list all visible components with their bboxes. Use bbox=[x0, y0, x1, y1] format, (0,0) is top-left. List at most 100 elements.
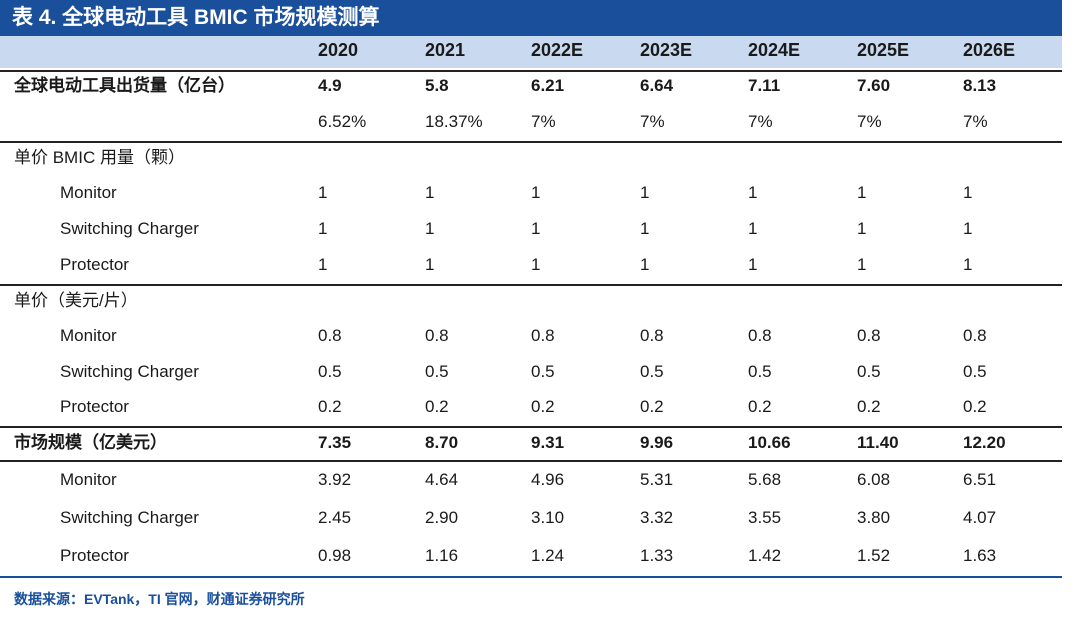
divider bbox=[0, 70, 1062, 72]
table-cell: 7.60 bbox=[857, 76, 891, 95]
table-cell: 0.8 bbox=[748, 326, 772, 345]
row-label: Protector bbox=[60, 546, 129, 565]
table-cell: 1 bbox=[963, 255, 973, 274]
table-cell: 7% bbox=[748, 112, 773, 131]
table-row: Monitor 3.92 4.64 4.96 5.31 5.68 6.08 6.… bbox=[0, 462, 1062, 498]
table-cell: 1 bbox=[963, 183, 973, 202]
table-cell: 0.8 bbox=[963, 326, 987, 345]
table-cell: 0.2 bbox=[963, 397, 987, 416]
row-label: Switching Charger bbox=[60, 362, 199, 381]
table-row: Monitor 1 1 1 1 1 1 1 bbox=[0, 175, 1062, 211]
header-year: 2020 bbox=[318, 40, 359, 60]
row-label: Switching Charger bbox=[60, 508, 199, 527]
header-year: 2024E bbox=[748, 40, 801, 60]
table-cell: 0.2 bbox=[318, 397, 342, 416]
table-bottom-border bbox=[0, 576, 1062, 578]
row-label: 全球电动工具出货量（亿台） bbox=[14, 76, 235, 95]
table-cell: 2.90 bbox=[425, 508, 459, 527]
table-cell: 7.35 bbox=[318, 433, 352, 452]
table-cell: 1 bbox=[318, 255, 328, 274]
divider bbox=[0, 460, 1062, 462]
table-cell: 5.8 bbox=[425, 76, 449, 95]
row-label: Protector bbox=[60, 255, 129, 274]
source-note: 数据来源：EVTank，TI 官网，财通证券研究所 bbox=[14, 591, 305, 607]
table-cell: 1 bbox=[748, 183, 758, 202]
row-label: Monitor bbox=[60, 326, 117, 345]
row-label: 单价（美元/片） bbox=[14, 291, 138, 310]
table-cell: 4.64 bbox=[425, 470, 459, 489]
row-label: 单价 BMIC 用量（颗） bbox=[14, 148, 185, 167]
table-row-market-total: 市场规模（亿美元） 7.35 8.70 9.31 9.96 10.66 11.4… bbox=[0, 425, 1062, 461]
table-cell: 1 bbox=[857, 255, 867, 274]
table-cell: 0.2 bbox=[531, 397, 555, 416]
table-row: Switching Charger 2.45 2.90 3.10 3.32 3.… bbox=[0, 500, 1062, 536]
table-cell: 6.21 bbox=[531, 76, 565, 95]
table-cell: 1 bbox=[425, 255, 435, 274]
table-cell: 4.96 bbox=[531, 470, 565, 489]
table-cell: 9.96 bbox=[640, 433, 674, 452]
table-row: Switching Charger 0.5 0.5 0.5 0.5 0.5 0.… bbox=[0, 354, 1062, 390]
table-cell: 6.08 bbox=[857, 470, 891, 489]
table-cell: 1.52 bbox=[857, 546, 891, 565]
section-header-usage: 单价 BMIC 用量（颗） bbox=[0, 140, 1062, 176]
table-cell: 1.42 bbox=[748, 546, 782, 565]
table-cell: 0.2 bbox=[640, 397, 664, 416]
table-cell: 0.5 bbox=[425, 362, 449, 381]
table-cell: 0.8 bbox=[318, 326, 342, 345]
table-cell: 0.8 bbox=[531, 326, 555, 345]
table-cell: 6.51 bbox=[963, 470, 997, 489]
table-row: Monitor 0.8 0.8 0.8 0.8 0.8 0.8 0.8 bbox=[0, 318, 1062, 354]
table-cell: 1 bbox=[963, 219, 973, 238]
table-cell: 0.5 bbox=[748, 362, 772, 381]
table-cell: 4.07 bbox=[963, 508, 997, 527]
table-cell: 2.45 bbox=[318, 508, 352, 527]
table-cell: 1 bbox=[318, 183, 328, 202]
table-cell: 0.2 bbox=[748, 397, 772, 416]
row-label: Switching Charger bbox=[60, 219, 199, 238]
table-cell: 7% bbox=[640, 112, 665, 131]
table-cell: 0.5 bbox=[857, 362, 881, 381]
section-header-price: 单价（美元/片） bbox=[0, 283, 1062, 319]
row-label: 市场规模（亿美元） bbox=[14, 433, 167, 452]
divider bbox=[0, 426, 1062, 428]
table-cell: 1.24 bbox=[531, 546, 565, 565]
row-label: Protector bbox=[60, 397, 129, 416]
divider bbox=[0, 141, 1062, 143]
table-cell: 7% bbox=[963, 112, 988, 131]
table-cell: 0.98 bbox=[318, 546, 352, 565]
table-cell: 11.40 bbox=[857, 433, 899, 452]
table-row: Protector 0.98 1.16 1.24 1.33 1.42 1.52 … bbox=[0, 538, 1062, 574]
table-title: 表 4. 全球电动工具 BMIC 市场规模测算 bbox=[0, 0, 1062, 36]
table-cell: 18.37% bbox=[425, 112, 483, 131]
table-cell: 6.64 bbox=[640, 76, 674, 95]
table-row-shipments: 全球电动工具出货量（亿台） 4.9 5.8 6.21 6.64 7.11 7.6… bbox=[0, 68, 1062, 104]
row-label: Monitor bbox=[60, 470, 117, 489]
table-cell: 1 bbox=[425, 183, 435, 202]
divider bbox=[0, 284, 1062, 286]
table-cell: 0.8 bbox=[857, 326, 881, 345]
table-cell: 0.5 bbox=[640, 362, 664, 381]
header-year: 2026E bbox=[963, 40, 1016, 60]
table-cell: 1.63 bbox=[963, 546, 997, 565]
table-cell: 0.5 bbox=[963, 362, 987, 381]
table-cell: 1 bbox=[748, 219, 758, 238]
table-cell: 5.31 bbox=[640, 470, 674, 489]
table-cell: 7% bbox=[531, 112, 556, 131]
table-cell: 1 bbox=[640, 183, 650, 202]
table-row: Switching Charger 1 1 1 1 1 1 1 bbox=[0, 211, 1062, 247]
table-cell: 0.2 bbox=[857, 397, 881, 416]
table-cell: 7.11 bbox=[748, 76, 781, 95]
table-cell: 3.32 bbox=[640, 508, 674, 527]
table-cell: 0.5 bbox=[531, 362, 555, 381]
table-cell: 1 bbox=[531, 183, 541, 202]
table-header-row: 2020 2021 2022E 2023E 2024E 2025E 2026E bbox=[0, 36, 1062, 68]
table-cell: 0.5 bbox=[318, 362, 342, 381]
table-cell: 5.68 bbox=[748, 470, 782, 489]
table-cell: 6.52% bbox=[318, 112, 367, 131]
header-year: 2023E bbox=[640, 40, 693, 60]
header-year: 2022E bbox=[531, 40, 584, 60]
table-row-growth: 6.52% 18.37% 7% 7% 7% 7% 7% bbox=[0, 104, 1062, 140]
table-cell: 3.92 bbox=[318, 470, 352, 489]
header-year: 2021 bbox=[425, 40, 466, 60]
table-cell: 8.70 bbox=[425, 433, 459, 452]
